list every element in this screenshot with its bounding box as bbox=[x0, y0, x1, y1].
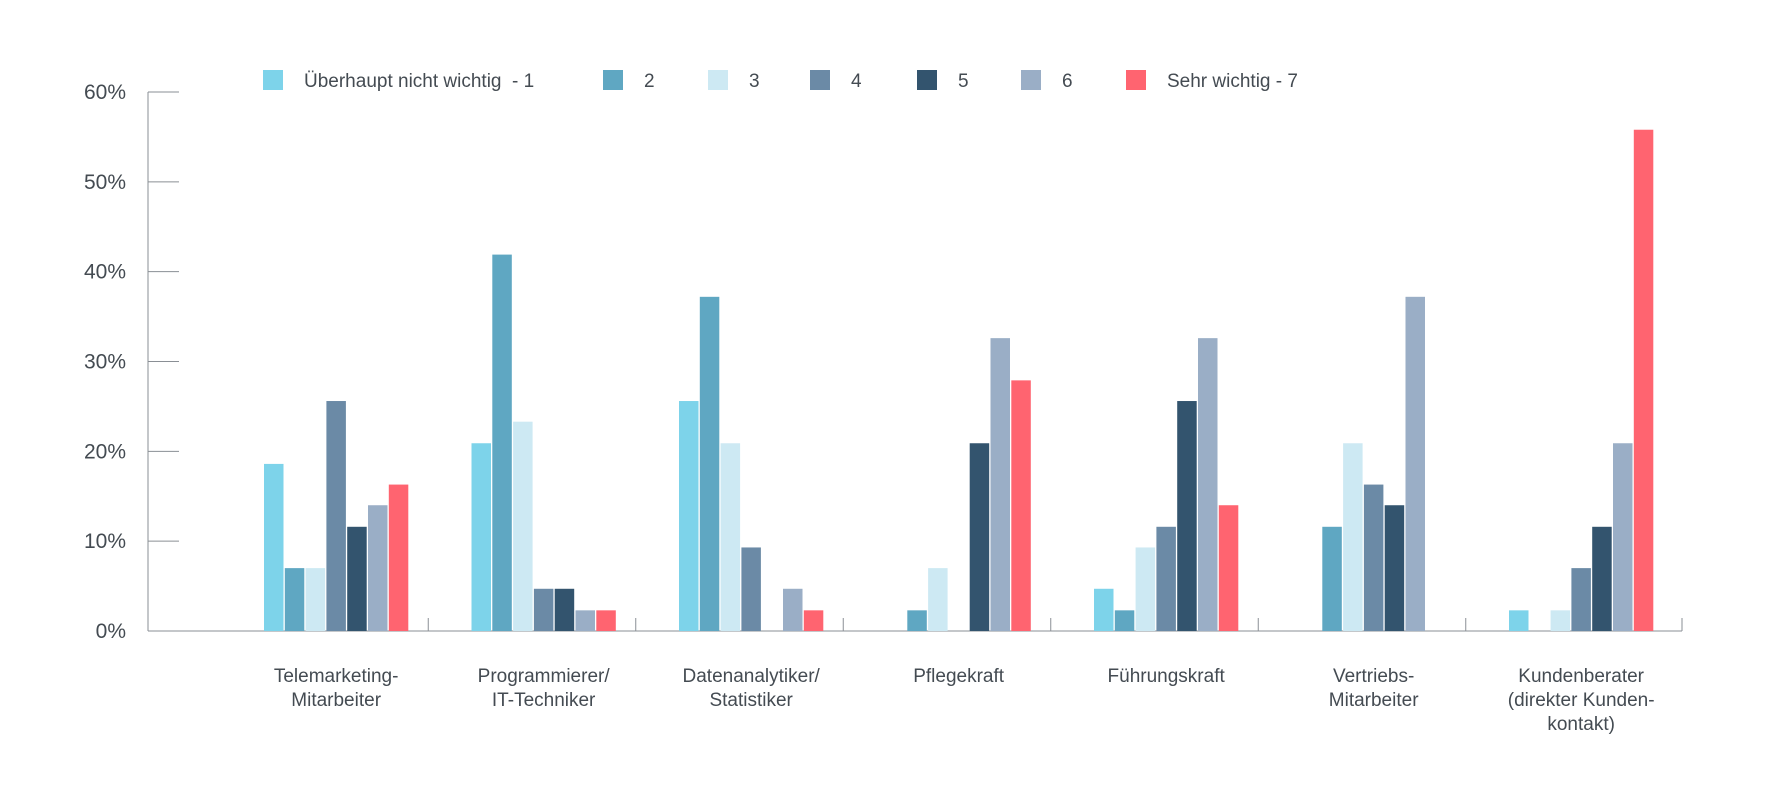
bar bbox=[513, 421, 533, 631]
legend-label: 2 bbox=[644, 71, 655, 92]
legend-swatch bbox=[603, 70, 623, 90]
bar bbox=[368, 505, 388, 631]
y-tick-label: 30% bbox=[84, 351, 126, 374]
bar bbox=[596, 610, 616, 631]
bar bbox=[1177, 401, 1197, 631]
bar bbox=[1571, 568, 1591, 631]
bar bbox=[1592, 526, 1612, 631]
bar bbox=[720, 443, 741, 631]
x-category-label: Datenanalytiker/ bbox=[683, 666, 821, 687]
legend-swatch bbox=[1021, 70, 1041, 90]
bar bbox=[1384, 505, 1405, 631]
bar bbox=[554, 588, 575, 631]
bar bbox=[347, 526, 367, 631]
bar bbox=[1343, 443, 1363, 631]
bar bbox=[1633, 129, 1654, 632]
bar bbox=[284, 568, 305, 631]
y-tick-label: 50% bbox=[84, 171, 126, 194]
bar bbox=[533, 588, 554, 631]
legend-label: 5 bbox=[958, 71, 969, 92]
bar bbox=[471, 443, 491, 631]
bar bbox=[969, 443, 990, 631]
bar bbox=[1322, 526, 1342, 631]
x-category-label: Mitarbeiter bbox=[291, 690, 381, 711]
x-category-label: Programmierer/ bbox=[478, 666, 611, 687]
bar bbox=[679, 401, 699, 631]
legend: Überhaupt nicht wichtig - 1 2 3 4 5 6 Sehr wic… bbox=[263, 70, 1298, 92]
bar bbox=[928, 568, 948, 631]
bar bbox=[741, 547, 761, 631]
bar bbox=[1011, 380, 1031, 631]
y-tick-label: 60% bbox=[84, 81, 126, 104]
legend-swatch bbox=[263, 70, 283, 90]
legend-label: 6 bbox=[1062, 71, 1073, 92]
bar bbox=[388, 484, 409, 631]
bar bbox=[1198, 338, 1218, 631]
legend-label: 4 bbox=[851, 71, 862, 92]
bar bbox=[699, 296, 720, 631]
x-category-label: Mitarbeiter bbox=[1329, 690, 1419, 711]
bar bbox=[783, 588, 803, 631]
y-axis: 0% 10% 20% 30% 40% 50% 60% bbox=[84, 81, 179, 643]
y-tick-label: 0% bbox=[96, 620, 126, 643]
legend-label: 3 bbox=[749, 71, 760, 92]
legend-swatch bbox=[708, 70, 728, 90]
bar bbox=[1094, 588, 1114, 631]
y-tick-label: 10% bbox=[84, 530, 126, 553]
x-category-label: Telemarketing- bbox=[274, 666, 399, 687]
bar bbox=[1218, 505, 1239, 631]
bar bbox=[803, 610, 824, 631]
legend-swatch bbox=[1126, 70, 1146, 90]
bar bbox=[1550, 610, 1571, 631]
x-axis: Telemarketing- Mitarbeiter Programmierer/I… bbox=[148, 618, 1683, 735]
x-category-label: Statistiker bbox=[709, 690, 793, 711]
x-category-label: Vertriebs- bbox=[1333, 666, 1414, 687]
bar bbox=[305, 568, 326, 631]
x-category-label: kontakt) bbox=[1547, 714, 1615, 735]
legend-swatch bbox=[917, 70, 937, 90]
y-tick-label: 40% bbox=[84, 261, 126, 284]
x-category-label: (direkter Kunden- bbox=[1508, 690, 1655, 711]
bar bbox=[1509, 610, 1529, 631]
bar bbox=[1363, 484, 1384, 631]
bar bbox=[1156, 526, 1176, 631]
legend-swatch bbox=[810, 70, 830, 90]
x-category-label: Führungskraft bbox=[1108, 666, 1226, 687]
bar bbox=[1613, 443, 1633, 631]
bar bbox=[907, 610, 927, 631]
y-tick-label: 20% bbox=[84, 440, 126, 463]
bar bbox=[264, 463, 284, 631]
bar bbox=[492, 254, 512, 631]
bar bbox=[1114, 610, 1135, 631]
legend-label: Überhaupt nicht wichtig - 1 bbox=[304, 71, 534, 92]
x-category-label: IT-Techniker bbox=[492, 690, 596, 711]
bar bbox=[990, 338, 1010, 631]
legend-label: Sehr wichtig - 7 bbox=[1167, 71, 1298, 92]
bars bbox=[264, 129, 1654, 632]
bar bbox=[326, 401, 346, 631]
bar bbox=[1135, 547, 1156, 631]
x-category-label: Pflegekraft bbox=[913, 666, 1005, 687]
bar bbox=[575, 610, 595, 631]
x-category-label: Kundenberater bbox=[1518, 666, 1644, 687]
bar bbox=[1405, 296, 1425, 631]
